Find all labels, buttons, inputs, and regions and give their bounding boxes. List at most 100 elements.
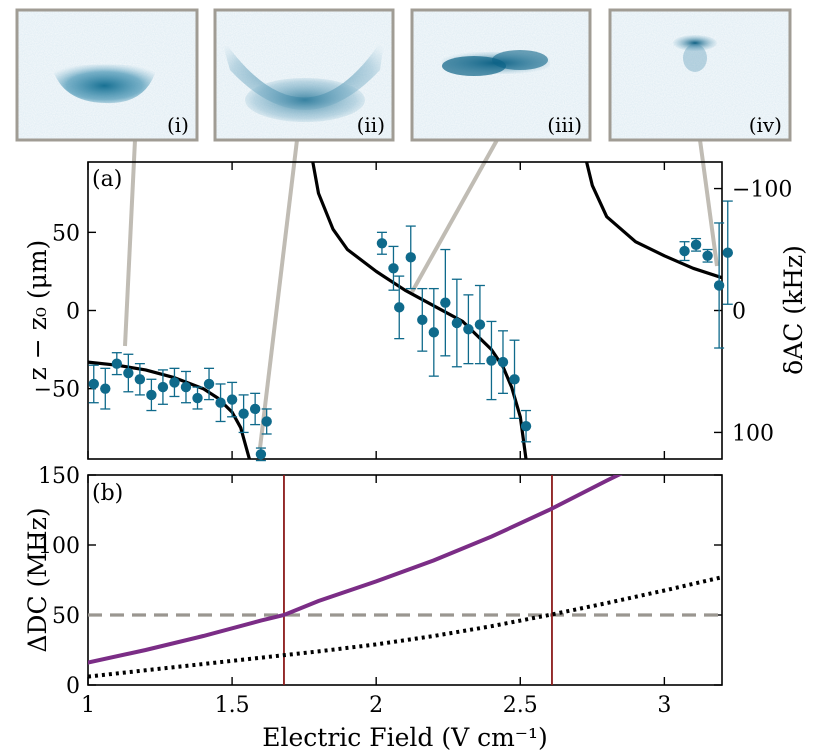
data-point-29: [509, 339, 520, 420]
inset-border: [608, 8, 792, 142]
a-ytick-label-0: 50: [52, 221, 80, 246]
atom-cloud-core-left: [442, 56, 506, 76]
data-point-26: [474, 284, 486, 365]
marker: [509, 374, 520, 385]
inset-1: (i): [15, 8, 199, 142]
data-point-34: [713, 222, 725, 349]
marker: [679, 245, 690, 257]
atom-cloud: [52, 64, 157, 104]
inset-label-1: (i): [167, 113, 189, 137]
data-point-7: [169, 367, 180, 398]
marker: [238, 408, 249, 419]
marker: [226, 394, 238, 405]
marker: [376, 238, 388, 249]
panel-b-ticks: 1 1.5 2 2.5 3 0 50 100 150: [38, 464, 722, 718]
marker: [520, 420, 532, 432]
data-point-15: [261, 408, 272, 435]
marker: [134, 374, 146, 385]
connector-3: [410, 139, 499, 293]
marker: [111, 358, 123, 369]
data-point-22: [428, 287, 440, 377]
marker: [417, 314, 428, 326]
marker: [203, 378, 215, 390]
b-xtick-label-1: 1.5: [215, 693, 250, 718]
panel-b: 1 1.5 2 2.5 3 0 50 100 150 (b) ΔDC (MHz) Electri…: [23, 464, 723, 752]
panel-a: 50 0 −50 −100 0 100 (a) z − z₀ (μm) δAC (kHz): [23, 161, 808, 462]
data-point-19: [394, 275, 405, 340]
data-point-4: [134, 362, 146, 396]
marker: [169, 377, 180, 388]
inset-label-3: (iii): [547, 113, 582, 137]
data-point-1: [100, 367, 111, 410]
panel-b-xlabel: Electric Field (V cm⁻¹): [262, 723, 548, 752]
panel-a-tag: (a): [92, 167, 122, 192]
data-point-35: [722, 200, 733, 305]
panel-b-frame: [87, 474, 723, 686]
data-point-30: [520, 409, 532, 443]
marker: [428, 327, 440, 338]
marker: [146, 389, 157, 401]
fit-curve-segment-0: [88, 360, 251, 459]
data-point-12: [226, 381, 238, 418]
inset-connectors: [123, 139, 719, 449]
atom-cloud: [673, 35, 717, 51]
atom-cloud-core-right: [492, 50, 548, 70]
a-ytick-label-2: −50: [34, 378, 80, 403]
panel-a-ylabel: z − z₀ (μm): [23, 240, 52, 381]
a-ytick-right-label-1: 0: [732, 300, 746, 325]
data-point-25: [463, 294, 474, 365]
marker: [690, 239, 702, 251]
data-point-17: [376, 231, 388, 255]
inset-border: [213, 8, 395, 142]
data-point-3: [123, 353, 134, 393]
panel-a-data-points: [88, 200, 733, 462]
marker: [440, 297, 451, 308]
inset-label-4: (iv): [749, 113, 782, 137]
marker: [157, 381, 169, 393]
marker: [215, 397, 226, 408]
inset-3: (iii): [410, 8, 592, 142]
data-point-9: [192, 386, 203, 410]
inset-border: [15, 8, 199, 142]
inset-label-2: (ii): [357, 113, 385, 137]
connector-1: [123, 139, 137, 347]
panel-a-ylabel-right: δAC (kHz): [779, 245, 808, 375]
inset-2: (ii): [213, 8, 395, 142]
b-xtick-label-3: 2.5: [503, 693, 538, 718]
marker: [123, 367, 134, 379]
marker: [192, 392, 203, 404]
b-xtick-label-0: 1: [81, 693, 95, 718]
data-point-6: [157, 369, 169, 405]
marker: [486, 355, 497, 366]
delta-dc-curve: [88, 475, 623, 665]
b-ytick-label-1: 50: [52, 604, 80, 629]
data-point-24: [451, 278, 463, 368]
inset-noise: [412, 10, 590, 140]
marker: [180, 381, 192, 393]
a-ytick-right-label-2: 100: [732, 421, 774, 446]
panel-a-fit-curves: [88, 162, 722, 459]
marker: [261, 416, 272, 427]
atom-cloud-core: [245, 78, 365, 122]
a-ytick-right-label-0: −100: [732, 178, 792, 203]
marker: [713, 280, 725, 291]
marker: [463, 324, 474, 335]
data-point-11: [215, 383, 226, 423]
marker: [388, 263, 399, 274]
panel-a-ticks: 50 0 −50 −100 0 100: [34, 162, 792, 459]
panel-b-lines: [88, 475, 722, 685]
marker: [249, 403, 261, 415]
data-point-27: [486, 320, 497, 401]
data-point-16: [255, 447, 267, 462]
b-xtick-label-2: 2: [369, 693, 383, 718]
marker: [100, 383, 111, 394]
panel-a-frame: [87, 161, 723, 460]
data-point-31: [679, 241, 690, 262]
b-xtick-label-4: 3: [657, 693, 671, 718]
panel-b-ylabel: ΔDC (MHz): [23, 507, 52, 652]
data-point-10: [203, 367, 215, 401]
data-point-5: [146, 378, 157, 412]
marker: [405, 252, 416, 263]
marker: [722, 247, 733, 258]
